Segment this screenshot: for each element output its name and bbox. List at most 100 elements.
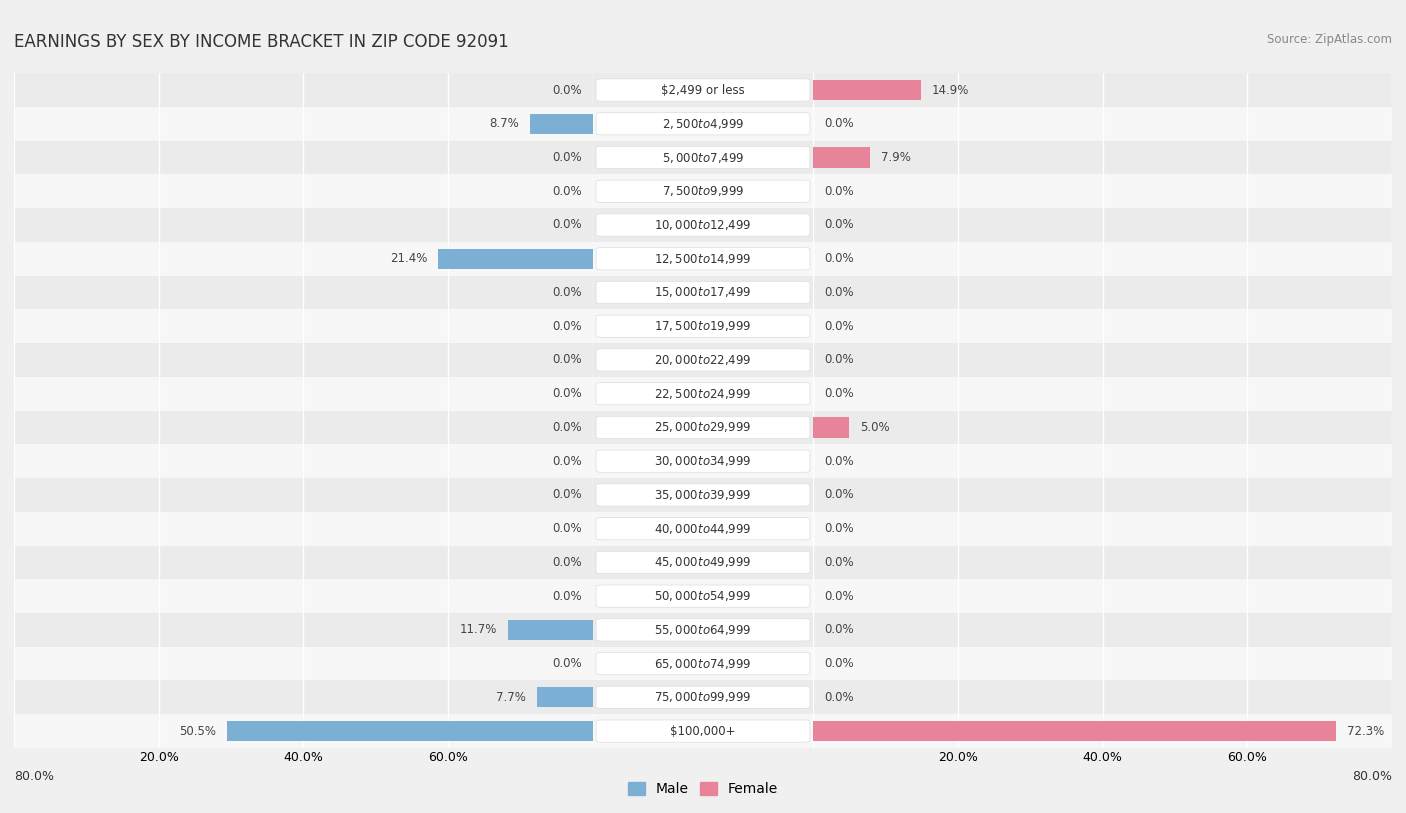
Bar (813, 721, 1336, 741)
Text: 0.0%: 0.0% (553, 84, 582, 97)
Text: 7.7%: 7.7% (496, 691, 526, 704)
FancyBboxPatch shape (596, 416, 810, 438)
Text: 0.0%: 0.0% (553, 522, 582, 535)
Bar (813, 579, 1392, 613)
Bar (14, 478, 593, 512)
Text: 80.0%: 80.0% (1353, 770, 1392, 783)
Bar (14, 241, 593, 276)
Bar (14, 546, 593, 579)
Bar (813, 417, 849, 437)
FancyBboxPatch shape (596, 484, 810, 506)
Text: $7,500 to $9,999: $7,500 to $9,999 (662, 185, 744, 198)
FancyBboxPatch shape (596, 383, 810, 405)
Bar (813, 715, 1392, 748)
Bar (593, 647, 813, 680)
Bar (14, 107, 593, 141)
Text: 0.0%: 0.0% (553, 454, 582, 467)
Bar (14, 276, 593, 309)
Text: $75,000 to $99,999: $75,000 to $99,999 (654, 690, 752, 704)
Bar (14, 613, 593, 647)
Bar (593, 141, 813, 174)
Bar (593, 73, 813, 107)
Text: 0.0%: 0.0% (824, 624, 853, 637)
Text: 21.4%: 21.4% (389, 252, 427, 265)
FancyBboxPatch shape (596, 180, 810, 202)
Text: 0.0%: 0.0% (824, 387, 853, 400)
FancyBboxPatch shape (596, 619, 810, 641)
Text: Source: ZipAtlas.com: Source: ZipAtlas.com (1267, 33, 1392, 46)
FancyBboxPatch shape (596, 146, 810, 168)
FancyBboxPatch shape (596, 653, 810, 675)
FancyBboxPatch shape (596, 113, 810, 135)
Text: EARNINGS BY SEX BY INCOME BRACKET IN ZIP CODE 92091: EARNINGS BY SEX BY INCOME BRACKET IN ZIP… (14, 33, 509, 50)
Text: $12,500 to $14,999: $12,500 to $14,999 (654, 252, 752, 266)
Bar (14, 141, 593, 174)
Text: $22,500 to $24,999: $22,500 to $24,999 (654, 387, 752, 401)
Text: 0.0%: 0.0% (824, 117, 853, 130)
Text: 14.9%: 14.9% (932, 84, 969, 97)
Bar (14, 73, 593, 107)
Bar (593, 241, 813, 276)
Bar (813, 73, 1392, 107)
Text: 0.0%: 0.0% (824, 354, 853, 367)
Text: 0.0%: 0.0% (824, 252, 853, 265)
Text: 0.0%: 0.0% (553, 286, 582, 299)
Bar (593, 444, 813, 478)
Bar (14, 715, 593, 748)
Bar (813, 141, 1392, 174)
Bar (593, 680, 813, 715)
Bar (508, 620, 593, 640)
Bar (593, 579, 813, 613)
Text: 7.9%: 7.9% (882, 151, 911, 164)
Text: 0.0%: 0.0% (553, 387, 582, 400)
Text: $55,000 to $64,999: $55,000 to $64,999 (654, 623, 752, 637)
Bar (593, 107, 813, 141)
Text: $2,499 or less: $2,499 or less (661, 84, 745, 97)
Bar (537, 687, 593, 707)
Text: 0.0%: 0.0% (553, 489, 582, 502)
FancyBboxPatch shape (596, 585, 810, 607)
Text: $40,000 to $44,999: $40,000 to $44,999 (654, 522, 752, 536)
Text: $30,000 to $34,999: $30,000 to $34,999 (654, 454, 752, 468)
Bar (14, 444, 593, 478)
Bar (593, 377, 813, 411)
FancyBboxPatch shape (596, 551, 810, 573)
Bar (813, 241, 1392, 276)
Bar (14, 411, 593, 444)
Bar (813, 377, 1392, 411)
Text: $2,500 to $4,999: $2,500 to $4,999 (662, 117, 744, 131)
Text: $100,000+: $100,000+ (671, 724, 735, 737)
Text: $10,000 to $12,499: $10,000 to $12,499 (654, 218, 752, 232)
Text: 0.0%: 0.0% (553, 556, 582, 569)
Bar (593, 613, 813, 647)
FancyBboxPatch shape (596, 518, 810, 540)
Bar (593, 478, 813, 512)
Bar (813, 80, 921, 100)
Bar (14, 208, 593, 241)
Text: 80.0%: 80.0% (14, 770, 53, 783)
Bar (593, 715, 813, 748)
FancyBboxPatch shape (596, 281, 810, 303)
Text: $50,000 to $54,999: $50,000 to $54,999 (654, 589, 752, 603)
Bar (593, 343, 813, 377)
Text: 0.0%: 0.0% (824, 691, 853, 704)
Text: 0.0%: 0.0% (553, 354, 582, 367)
Text: 0.0%: 0.0% (824, 657, 853, 670)
Bar (593, 309, 813, 343)
Text: 0.0%: 0.0% (553, 589, 582, 602)
FancyBboxPatch shape (596, 315, 810, 337)
Text: 11.7%: 11.7% (460, 624, 498, 637)
Bar (813, 174, 1392, 208)
Text: 0.0%: 0.0% (553, 320, 582, 333)
Text: 0.0%: 0.0% (824, 185, 853, 198)
Bar (813, 512, 1392, 546)
Text: 72.3%: 72.3% (1347, 724, 1385, 737)
Bar (813, 613, 1392, 647)
FancyBboxPatch shape (596, 79, 810, 101)
Bar (14, 647, 593, 680)
Text: $17,500 to $19,999: $17,500 to $19,999 (654, 320, 752, 333)
Text: 0.0%: 0.0% (824, 556, 853, 569)
Bar (813, 647, 1392, 680)
Bar (530, 114, 593, 134)
Text: 5.0%: 5.0% (860, 421, 890, 434)
